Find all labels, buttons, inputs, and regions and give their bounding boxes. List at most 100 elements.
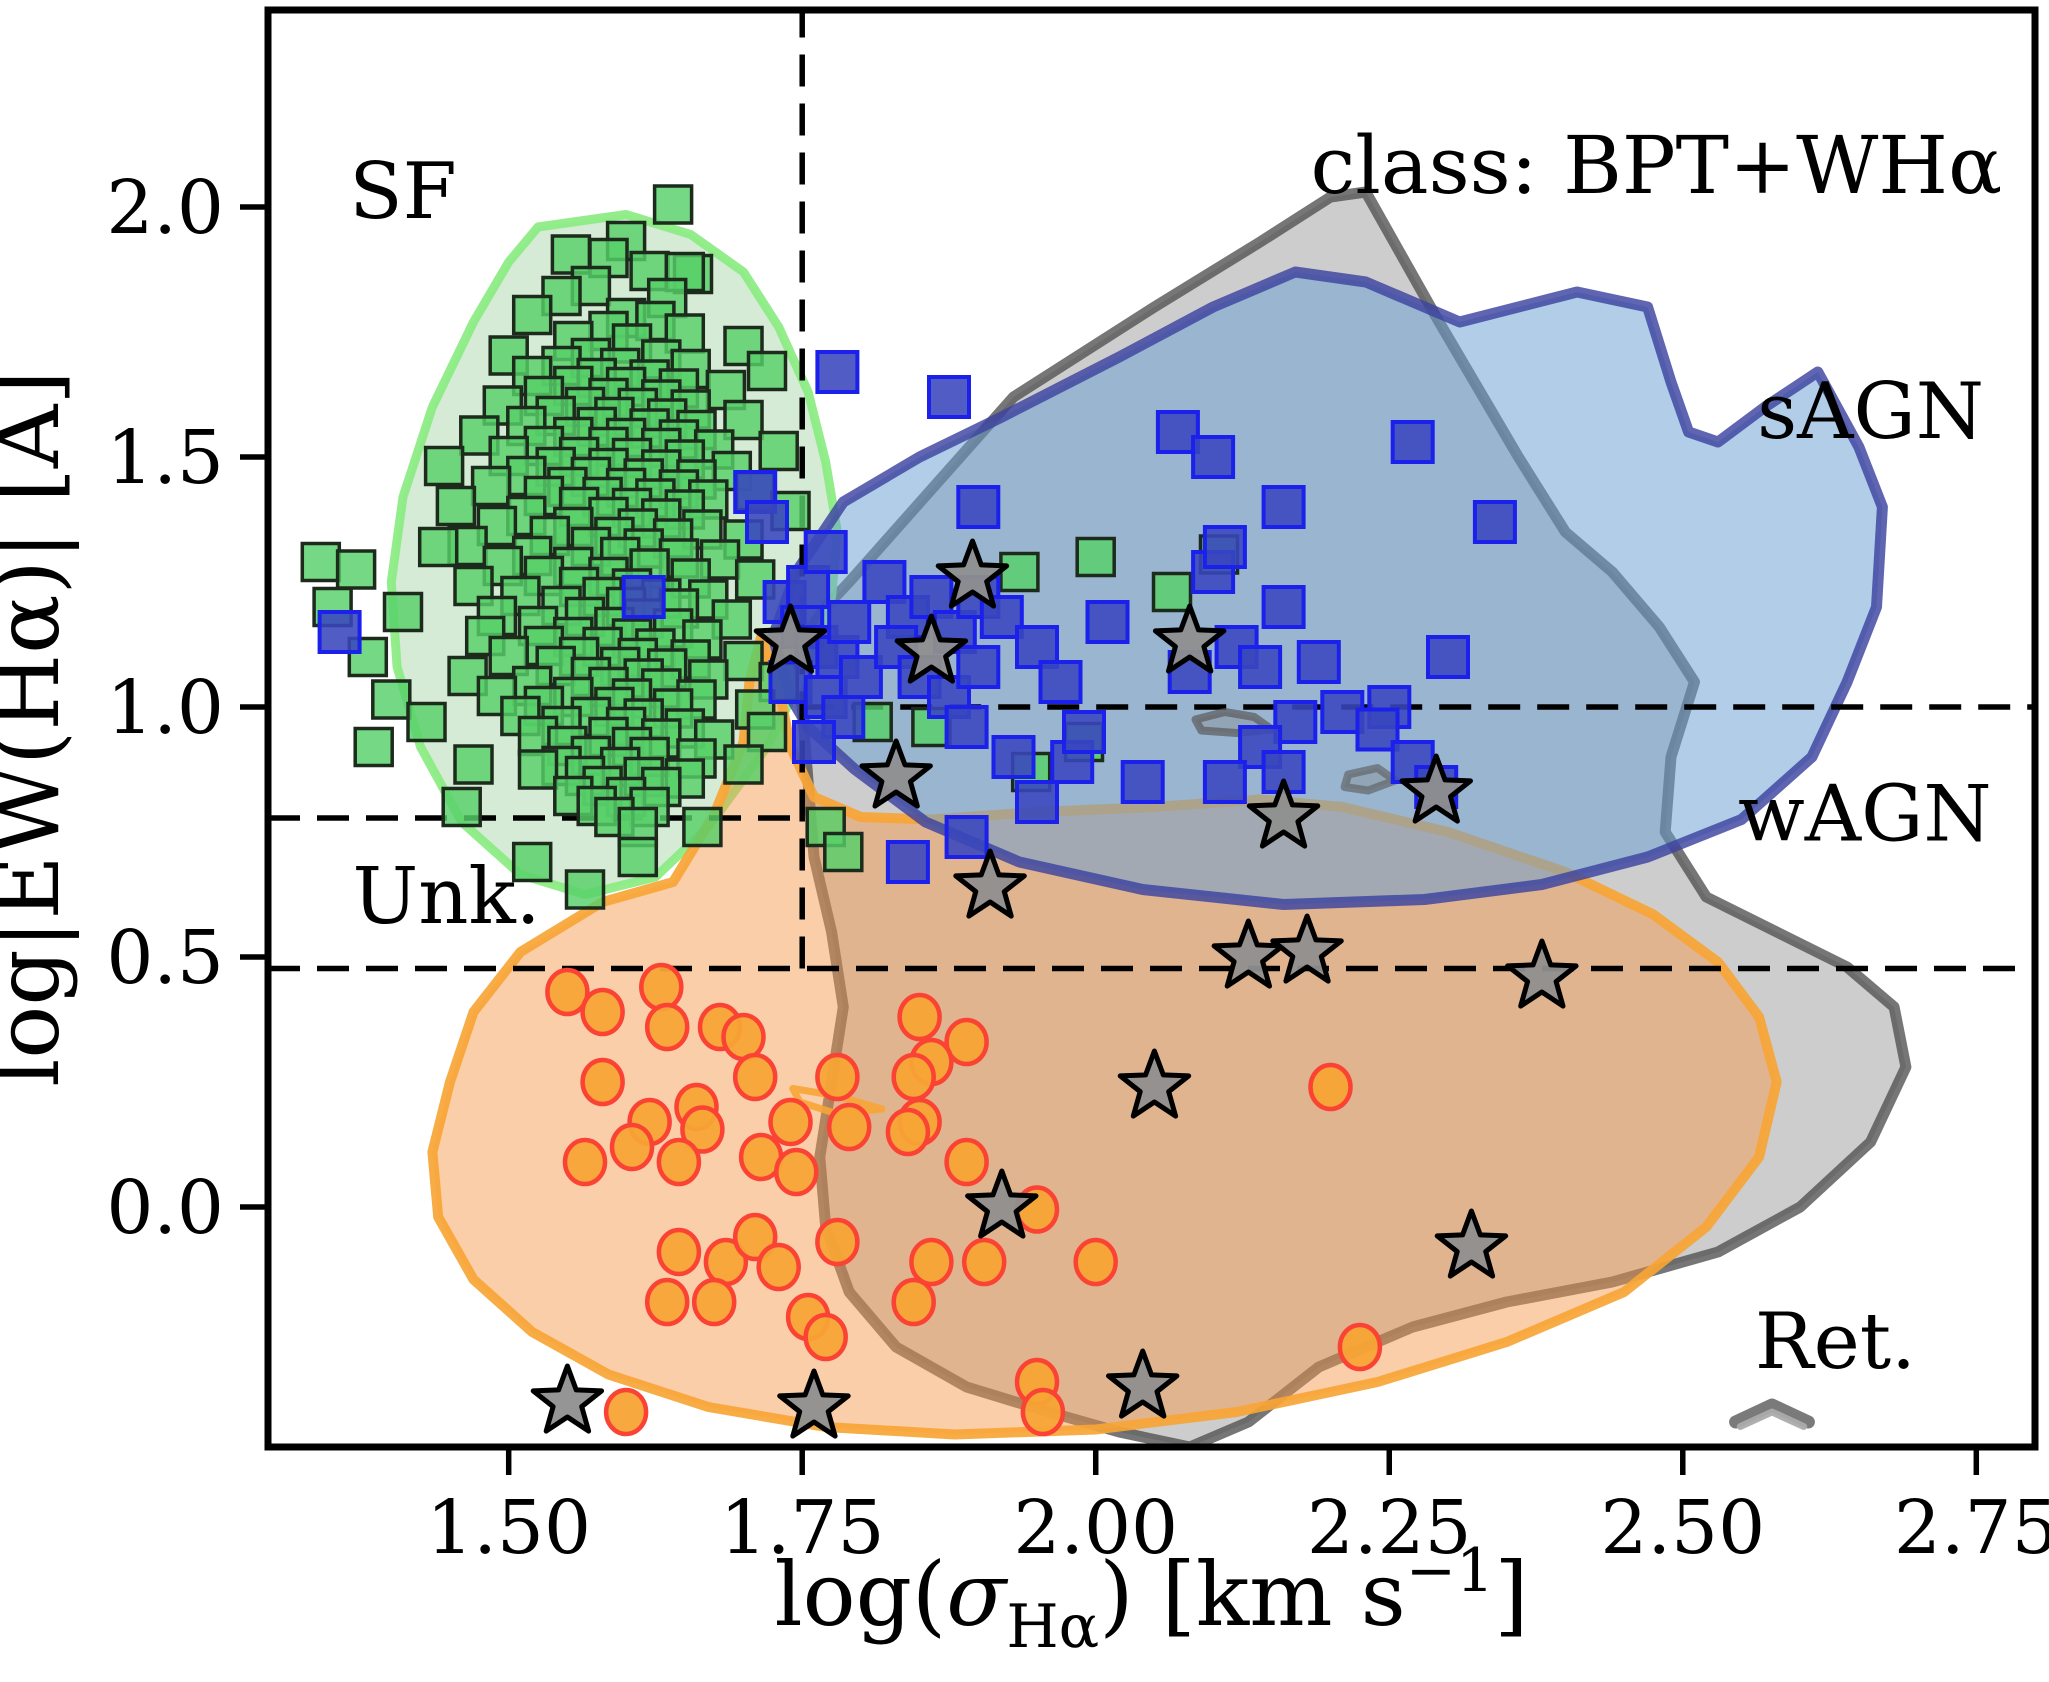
sf-squares-point	[564, 869, 606, 910]
ret-circles-point	[603, 1387, 649, 1437]
ret-circles-point	[815, 1217, 860, 1267]
sagn-squares-point	[1202, 525, 1247, 569]
sagn-squares-point	[792, 720, 836, 764]
sf-squares-point	[617, 836, 659, 878]
ret-circles-point	[891, 1277, 936, 1327]
unk-stars-point	[965, 1168, 1039, 1239]
unk-stars-point	[1211, 918, 1286, 989]
ret-circles	[545, 962, 1383, 1437]
y-tick-label: 1.0	[106, 665, 224, 751]
sf-squares-point	[453, 744, 494, 785]
unk-stars-point	[777, 1368, 851, 1439]
sagn-squares-point	[1191, 435, 1236, 479]
unk-stars-point	[953, 848, 1027, 919]
unk-stars-point	[1434, 1208, 1509, 1279]
sf-squares-point	[441, 786, 482, 828]
ret-circles-point	[897, 992, 942, 1042]
y-tick-label: 0.5	[106, 915, 224, 1001]
region-label-wagn: wAGN	[1738, 770, 1992, 860]
ret-circles-point	[756, 1242, 801, 1292]
sf-squares	[300, 184, 1240, 910]
ret-circles-point	[1020, 1387, 1066, 1437]
x-tick-label: 2.00	[1013, 1485, 1178, 1571]
unk-stars-point	[894, 613, 969, 684]
sf-squares-point	[999, 551, 1040, 593]
sf-squares-point	[682, 806, 723, 848]
sagn-squares-point	[1120, 760, 1165, 804]
sf-squares-point	[1151, 571, 1193, 613]
ret-circles-point	[826, 1102, 872, 1152]
sf-squares-point	[746, 350, 788, 392]
sf-squares-point	[435, 485, 477, 527]
ret-circles-point	[545, 967, 590, 1017]
unk-stars-point	[753, 603, 828, 674]
sagn-squares-point	[1390, 420, 1435, 464]
sf-squares-point	[746, 711, 788, 753]
ret-circles-point	[774, 1147, 819, 1197]
x-axis-label: log(σHα) [km s−1]	[774, 1536, 1528, 1662]
sf-squares-point	[517, 749, 559, 790]
text-labels: class: BPT+WHα SF Unk. sAGN wAGN Ret. lo…	[0, 119, 2002, 1662]
ret-circles-point	[961, 1237, 1007, 1287]
sagn-squares-point	[1015, 780, 1059, 824]
ret-circles-point	[909, 1237, 954, 1287]
sf-squares-point	[382, 591, 424, 633]
sf-squares-point	[335, 549, 377, 590]
sf-squares-point	[511, 294, 553, 336]
unk-fragment-2	[1340, 764, 1400, 795]
ret-circles-point	[639, 962, 684, 1012]
sagn-squares-point	[956, 645, 1001, 689]
axes: 1.50 1.75 2.00 2.25 2.50 2.75 0.0 0.5 1.0 1.5 2.0	[106, 6, 2049, 1571]
sagn-squares-point	[909, 575, 954, 619]
sagn-squares-point	[803, 530, 848, 574]
y-tick-label: 2.0	[106, 165, 224, 251]
sagn-squares-point	[1426, 635, 1470, 679]
ret-circles-point	[768, 1097, 813, 1147]
unk-stars-point	[530, 1363, 605, 1434]
ret-circles-point	[891, 1052, 936, 1102]
ret-circles-point	[644, 1002, 690, 1052]
ret-chevron-inner	[1736, 1408, 1808, 1430]
sf-squares-point	[423, 445, 465, 487]
sagn-squares-point	[1261, 750, 1306, 794]
ret-circles-point	[815, 1052, 860, 1102]
ret-circles-point	[1308, 1062, 1353, 1112]
unk-stars-point	[1152, 603, 1227, 674]
sagn-squares-point	[1062, 710, 1106, 754]
ret-circles-point	[680, 1105, 725, 1154]
sagn-squares-point	[1296, 640, 1341, 684]
classification-title: class: BPT+WHα	[1310, 119, 2002, 212]
sf-squares-point	[347, 636, 389, 678]
y-axis-label: log|EW(Hα)| [Å]	[0, 370, 79, 1086]
sf-squares-point	[371, 679, 412, 720]
ret-circles-point	[721, 1012, 766, 1062]
ret-circles-point	[609, 1122, 655, 1172]
sagn-squares-point	[944, 815, 989, 859]
sagn-squares-point	[1472, 500, 1517, 544]
x-tick-label: 1.50	[426, 1485, 591, 1571]
sagn-squares-point	[956, 485, 1001, 529]
sagn-squares-point	[991, 735, 1036, 779]
sf-squares-point	[417, 526, 459, 568]
unk-stars-point	[1106, 1348, 1180, 1419]
ret-circles-point	[580, 987, 625, 1037]
unk-stars-point	[1270, 913, 1344, 984]
ret-circles-point	[885, 1107, 931, 1157]
sf-squares-point	[300, 541, 342, 583]
ret-circles-point	[732, 1052, 778, 1102]
ret-circles-point	[644, 1277, 690, 1327]
plot-frame	[264, 6, 2039, 1451]
ret-circles-point	[803, 1312, 848, 1362]
ret-circles-point	[656, 1137, 702, 1187]
sf-squares-point	[1075, 536, 1116, 578]
sagn-squares-point	[1261, 485, 1306, 529]
sf-squares-point	[758, 430, 799, 472]
sagn-squares-point	[944, 705, 989, 749]
sagn-squares-point	[745, 500, 789, 544]
sagn-squares-point	[317, 610, 362, 654]
sagn-squares-point	[827, 600, 872, 644]
region-label-unk: Unk.	[352, 852, 540, 942]
sf-squares-point	[406, 701, 447, 743]
sf-squares-point	[723, 640, 764, 682]
unk-stars-point	[1399, 753, 1473, 824]
